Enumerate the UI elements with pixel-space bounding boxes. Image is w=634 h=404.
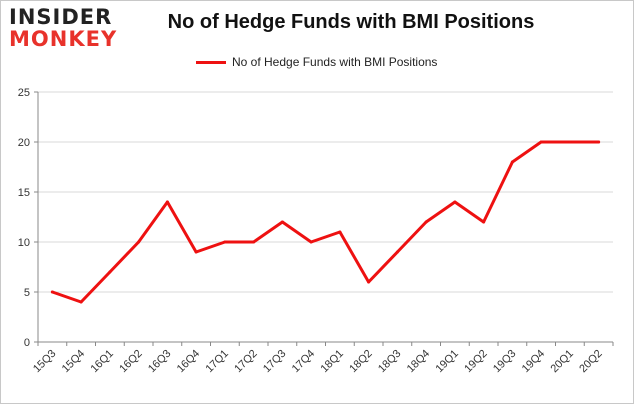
y-tick-label: 25 (18, 87, 30, 99)
x-tick-label: 17Q3 (261, 348, 289, 376)
data-point (165, 200, 169, 204)
x-tick-label: 19Q3 (491, 348, 519, 376)
x-tick-label: 17Q4 (290, 348, 318, 376)
data-point (280, 220, 284, 224)
x-tick-label: 18Q3 (376, 348, 404, 376)
y-tick-label: 20 (18, 137, 30, 149)
x-tick-label: 16Q2 (117, 348, 145, 376)
x-tick-label: 15Q3 (31, 348, 59, 376)
x-tick-label: 19Q2 (462, 348, 490, 376)
data-point (108, 270, 112, 274)
data-point (194, 250, 198, 254)
y-tick-label: 5 (24, 287, 30, 299)
x-tick-label: 20Q1 (548, 348, 576, 376)
data-point (137, 240, 141, 244)
x-tick-label: 17Q2 (232, 348, 260, 376)
y-tick-label: 10 (18, 237, 30, 249)
x-tick-label: 17Q1 (203, 348, 231, 376)
data-point (453, 200, 457, 204)
legend-label: No of Hedge Funds with BMI Positions (232, 55, 438, 69)
y-tick-label: 0 (24, 337, 30, 349)
chart-title: No of Hedge Funds with BMI Positions (167, 11, 535, 33)
data-point (395, 250, 399, 254)
x-tick-label: 16Q3 (146, 348, 174, 376)
data-point (309, 240, 313, 244)
data-point (597, 140, 601, 144)
data-point (510, 160, 514, 164)
x-tick-label: 16Q4 (175, 348, 203, 376)
data-point (252, 240, 256, 244)
data-point (424, 220, 428, 224)
data-point (539, 140, 543, 144)
x-tick-label: 18Q1 (318, 348, 346, 376)
data-point (79, 300, 83, 304)
x-tick-label: 16Q1 (88, 348, 116, 376)
x-tick-label: 19Q4 (520, 348, 548, 376)
x-tick-label: 18Q2 (347, 348, 375, 376)
data-point (367, 280, 371, 284)
logo-line-2: MONKEY (9, 27, 118, 51)
data-point (50, 290, 54, 294)
data-point (568, 140, 572, 144)
data-point (338, 230, 342, 234)
x-tick-label: 19Q1 (433, 348, 461, 376)
y-tick-label: 15 (18, 187, 30, 199)
x-tick-label: 15Q4 (60, 348, 88, 376)
legend-swatch (196, 60, 226, 64)
chart-legend: No of Hedge Funds with BMI Positions (196, 53, 437, 71)
x-tick-label: 20Q2 (577, 348, 605, 376)
series-line (50, 140, 601, 304)
x-tick-label: 18Q4 (405, 348, 433, 376)
insider-monkey-logo: INSIDER MONKEY (7, 5, 119, 51)
data-point (482, 220, 486, 224)
logo-line-1: INSIDER (9, 5, 113, 29)
data-point (223, 240, 227, 244)
